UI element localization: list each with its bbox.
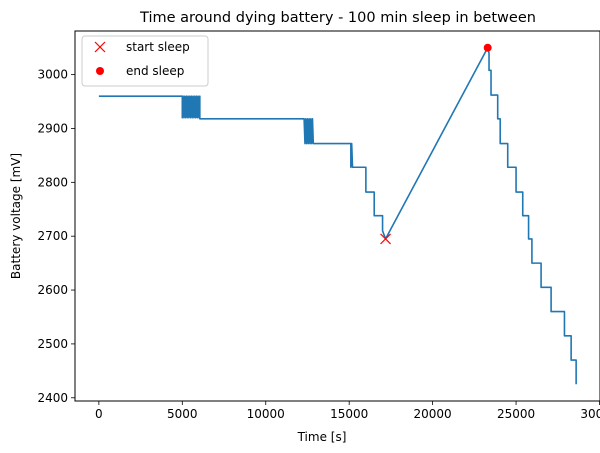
y-axis-label: Battery voltage [mV] [9,153,23,279]
x-tick-label: 10000 [247,407,285,421]
x-tick-label: 5000 [167,407,198,421]
y-tick-label: 2700 [37,229,68,243]
y-tick-label: 2400 [37,391,68,405]
series-layer [98,46,577,385]
plot-area [98,43,577,385]
chart-title: Time around dying battery - 100 min slee… [139,10,536,26]
x-tick-label: 30000 [580,407,600,421]
x-tick-label: 25000 [497,407,535,421]
legend-end-sleep-marker [96,67,104,75]
legend: start sleep end sleep [81,35,209,87]
y-tick-label: 2600 [37,283,68,297]
marker-layer [380,43,492,245]
x-axis-label: Time [s] [297,430,347,444]
series-line-0 [98,46,577,385]
y-axis-ticks: 2400 2500 2600 2700 2800 2900 3000 [37,68,75,405]
x-tick-label: 0 [95,407,103,421]
x-axis-ticks: 0 5000 10000 15000 20000 25000 30000 [95,401,600,421]
x-tick-label: 20000 [414,407,452,421]
end-sleep-marker [483,43,492,52]
y-tick-label: 3000 [37,68,68,82]
y-tick-label: 2900 [37,121,68,135]
y-tick-label: 2800 [37,175,68,189]
x-tick-label: 15000 [330,407,368,421]
start-sleep-marker [380,233,391,245]
axes-box [74,30,600,402]
legend-start-sleep-label: start sleep [126,40,190,54]
legend-box [81,35,209,87]
legend-start-sleep-marker [94,41,106,53]
legend-end-sleep-label: end sleep [126,64,184,78]
y-tick-label: 2500 [37,337,68,351]
